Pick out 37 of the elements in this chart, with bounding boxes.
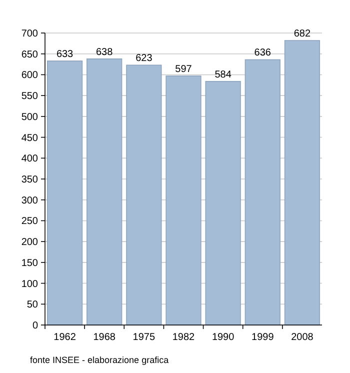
y-tick-label: 550 xyxy=(21,91,38,102)
bar xyxy=(46,60,83,326)
data-label: 682 xyxy=(294,28,311,40)
y-tick-label: 50 xyxy=(26,300,38,311)
bar xyxy=(86,58,122,326)
data-label: 633 xyxy=(56,48,74,60)
bar xyxy=(284,40,320,326)
data-label: 597 xyxy=(175,64,192,75)
bar xyxy=(244,59,280,326)
x-tick-label: 1999 xyxy=(252,332,274,343)
y-tick-label: 600 xyxy=(21,70,38,82)
y-tick-label: 500 xyxy=(21,112,38,123)
x-tick-label: 2008 xyxy=(291,332,314,343)
data-label: 623 xyxy=(136,53,153,64)
x-tick-label: 1962 xyxy=(54,332,76,343)
x-tick-label: 1975 xyxy=(132,332,156,343)
y-tick-label: 150 xyxy=(21,258,38,269)
y-tick-label: 200 xyxy=(21,237,38,248)
y-tick-label: 250 xyxy=(21,216,38,228)
x-tick-label: 1968 xyxy=(93,332,116,343)
bar xyxy=(166,76,202,326)
y-tick-label: 700 xyxy=(21,28,38,40)
y-tick-label: 350 xyxy=(21,174,38,186)
data-label: 636 xyxy=(254,48,272,59)
y-tick-label: 300 xyxy=(21,195,38,206)
x-tick-label: 1990 xyxy=(212,332,235,343)
y-tick-label: 650 xyxy=(21,49,38,60)
data-label: 638 xyxy=(96,46,114,58)
y-tick-label: 450 xyxy=(21,132,38,144)
y-tick-label: 100 xyxy=(21,278,38,290)
y-tick-label: 0 xyxy=(32,320,38,332)
bar xyxy=(205,80,241,326)
y-tick-label: 400 xyxy=(21,154,38,165)
data-label: 584 xyxy=(214,69,232,80)
source-note: fonte INSEE - elaborazione grafica xyxy=(30,355,169,365)
bar xyxy=(126,64,162,326)
x-tick-label: 1982 xyxy=(172,332,196,343)
